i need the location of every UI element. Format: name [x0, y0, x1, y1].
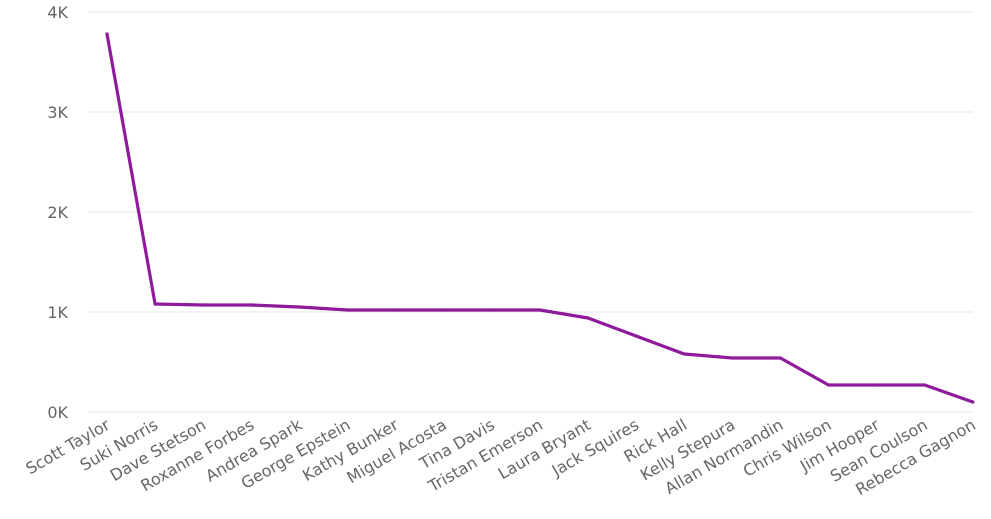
y-axis: 0K 1K 2K 3K 4K	[47, 3, 68, 422]
series-group	[105, 32, 975, 404]
data-point	[297, 305, 301, 309]
gridlines	[88, 11, 973, 413]
y-tick-label: 3K	[47, 103, 68, 122]
data-point	[249, 303, 253, 307]
data-point	[394, 308, 398, 312]
data-point	[345, 308, 350, 312]
y-tick-label: 0K	[47, 403, 68, 422]
data-point	[923, 383, 927, 387]
data-point	[778, 356, 783, 360]
data-point	[490, 308, 494, 312]
data-point	[586, 316, 590, 320]
y-tick-label: 2K	[47, 203, 68, 222]
data-point	[730, 356, 734, 360]
data-point	[538, 308, 542, 312]
data-point	[105, 32, 109, 36]
data-point	[442, 308, 446, 312]
data-point	[875, 383, 879, 387]
data-point	[634, 334, 638, 338]
data-point	[826, 383, 831, 387]
data-point	[682, 352, 686, 356]
y-tick-label: 4K	[47, 3, 68, 22]
series-line	[105, 32, 975, 404]
y-tick-label: 1K	[47, 303, 68, 322]
data-point	[971, 400, 975, 404]
data-point	[201, 303, 205, 307]
data-point	[153, 302, 157, 306]
